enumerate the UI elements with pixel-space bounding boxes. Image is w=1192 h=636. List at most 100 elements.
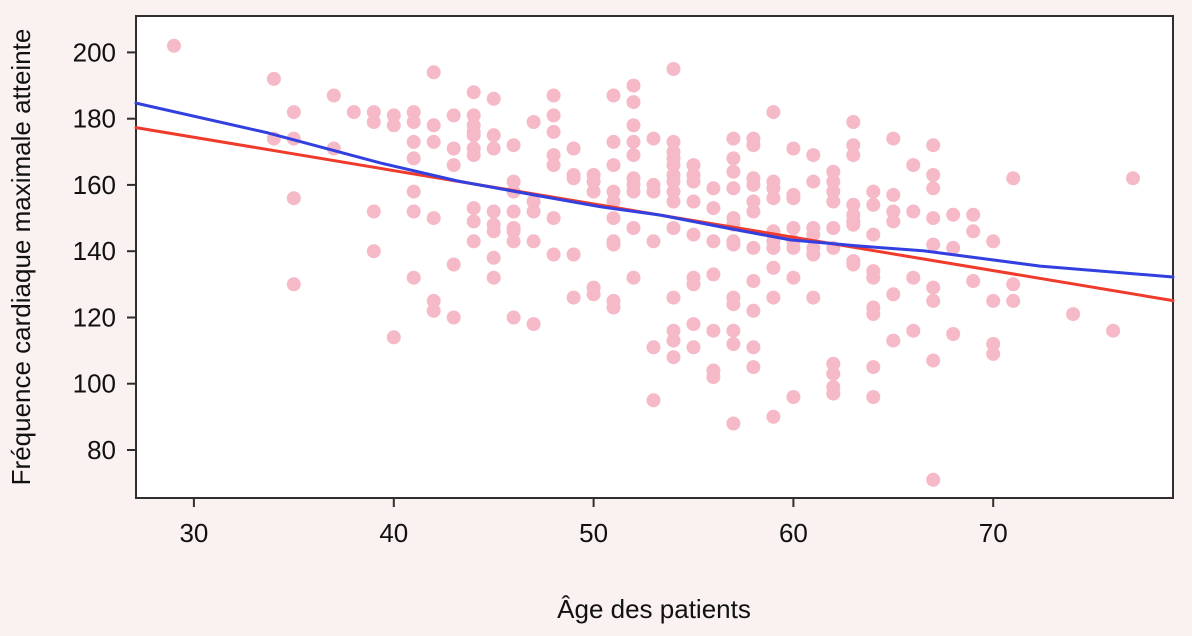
data-point	[506, 138, 521, 153]
data-point	[806, 247, 821, 262]
y-tick-label: 200	[73, 37, 116, 67]
data-point	[646, 340, 661, 355]
data-point	[426, 211, 441, 226]
data-point	[386, 108, 401, 123]
data-point	[886, 287, 901, 302]
data-point	[786, 141, 801, 156]
data-point	[666, 184, 681, 199]
data-point	[686, 340, 701, 355]
data-point	[606, 158, 621, 173]
data-point	[926, 168, 941, 182]
data-point	[386, 118, 401, 133]
data-point	[366, 244, 381, 259]
data-point	[646, 393, 661, 408]
data-point	[526, 204, 541, 219]
data-point	[806, 174, 821, 189]
data-point	[446, 257, 461, 272]
data-point	[866, 307, 881, 322]
data-point	[726, 337, 741, 351]
data-point	[926, 138, 941, 153]
data-point	[986, 337, 1001, 351]
data-point	[466, 85, 481, 100]
data-point	[506, 174, 521, 189]
data-point	[726, 151, 741, 166]
data-point	[866, 270, 881, 285]
data-point	[726, 323, 741, 338]
data-point	[686, 194, 701, 209]
data-point	[746, 138, 761, 153]
data-point	[466, 214, 481, 229]
x-axis-title: Âge des patients	[557, 594, 751, 624]
data-point	[726, 237, 741, 252]
data-point	[406, 270, 421, 285]
data-point	[626, 78, 641, 93]
data-point	[566, 290, 581, 305]
data-point	[286, 191, 301, 206]
x-tick-label: 30	[179, 518, 208, 548]
y-tick-label: 120	[73, 303, 116, 333]
data-point	[666, 174, 681, 189]
data-point	[846, 257, 861, 272]
data-point	[666, 62, 681, 76]
data-point	[486, 270, 501, 285]
data-point	[726, 164, 741, 179]
data-point	[1126, 171, 1140, 186]
data-point	[606, 237, 621, 252]
data-point	[886, 204, 901, 219]
data-point	[846, 197, 861, 212]
data-point	[486, 128, 501, 143]
data-point	[946, 327, 961, 341]
data-point	[286, 277, 301, 292]
data-point	[426, 293, 441, 308]
data-point	[846, 217, 861, 232]
data-point	[886, 214, 901, 229]
data-point	[646, 131, 661, 146]
data-point	[726, 297, 741, 312]
data-point	[766, 240, 781, 255]
data-point	[806, 227, 821, 242]
data-point	[1066, 307, 1081, 322]
data-point	[606, 211, 621, 226]
data-point	[706, 267, 721, 282]
plot-frame	[135, 15, 1174, 499]
data-point	[446, 310, 461, 325]
data-point	[1006, 171, 1021, 186]
data-point	[886, 187, 901, 202]
data-point	[766, 260, 781, 275]
y-tick-label: 140	[73, 236, 116, 266]
data-point	[606, 184, 621, 199]
data-point	[786, 191, 801, 206]
data-point	[426, 134, 441, 149]
data-point	[766, 409, 781, 424]
data-point	[506, 310, 521, 325]
data-point	[646, 234, 661, 249]
data-point	[1106, 323, 1121, 338]
data-point	[486, 204, 501, 219]
data-point	[606, 300, 621, 315]
y-tick-label: 80	[87, 435, 116, 465]
data-point	[746, 177, 761, 192]
data-point	[406, 151, 421, 166]
data-point	[446, 158, 461, 173]
data-point	[666, 158, 681, 173]
data-point	[446, 108, 461, 123]
data-point	[906, 270, 921, 285]
data-point	[986, 346, 1001, 361]
data-point	[766, 105, 781, 120]
data-point	[686, 227, 701, 242]
data-point	[746, 194, 761, 209]
y-axis-title: Fréquence cardiaque maximale atteinte	[6, 29, 36, 486]
data-point	[646, 184, 661, 199]
x-tick-label: 40	[379, 518, 408, 548]
data-point	[726, 131, 741, 146]
data-point	[486, 91, 501, 106]
data-point	[826, 366, 841, 381]
data-point	[786, 221, 801, 235]
data-point	[726, 416, 741, 431]
data-point	[886, 131, 901, 146]
data-point	[626, 148, 641, 163]
data-point	[846, 148, 861, 163]
data-point	[506, 204, 521, 219]
